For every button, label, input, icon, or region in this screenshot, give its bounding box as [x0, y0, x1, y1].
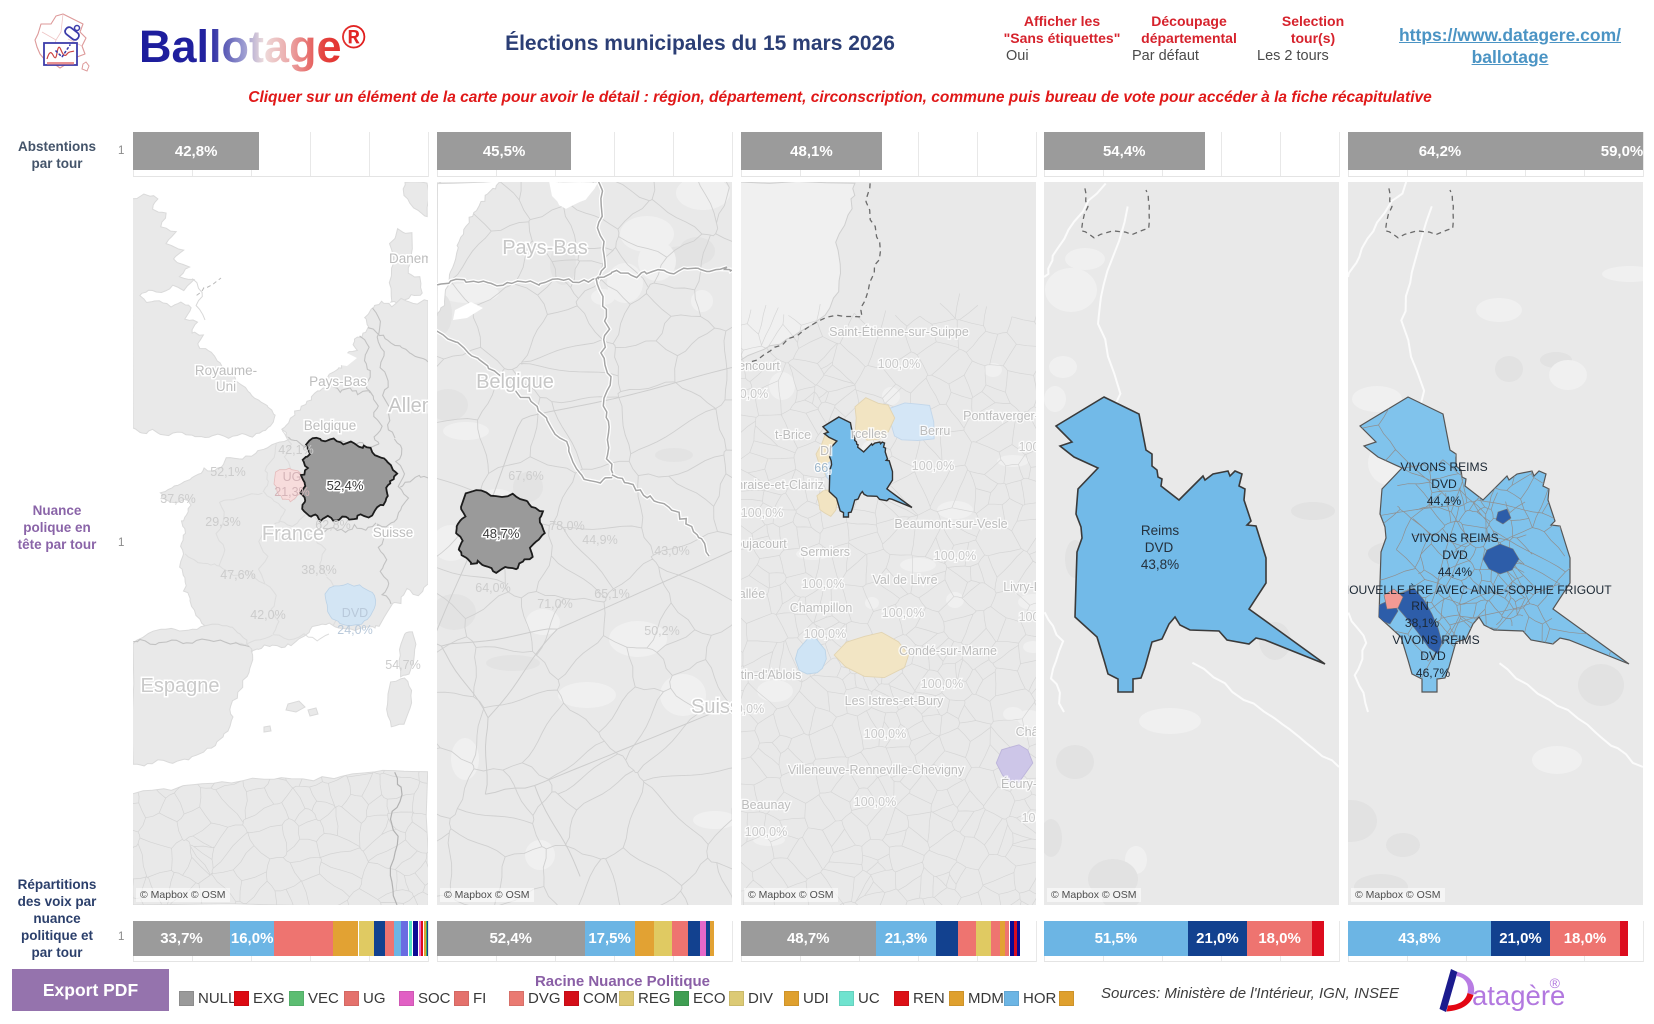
svg-text:Danemar: Danemar	[389, 251, 428, 266]
svg-text:tin-d'Ablois: tin-d'Ablois	[741, 668, 801, 682]
svg-text:DVD: DVD	[1431, 477, 1457, 491]
svg-text:48,7%: 48,7%	[483, 526, 520, 541]
svg-text:VIVONS REIMS: VIVONS REIMS	[1411, 531, 1498, 545]
svg-text:46,7%: 46,7%	[1416, 666, 1451, 680]
svg-text:37,6%: 37,6%	[160, 492, 195, 506]
svg-text:Belgique: Belgique	[304, 418, 357, 433]
svg-text:21,3%: 21,3%	[274, 485, 309, 499]
svg-text:50,2%: 50,2%	[644, 624, 679, 638]
svg-text:DVD: DVD	[1420, 649, 1446, 663]
svg-text:52,4%: 52,4%	[327, 478, 364, 493]
svg-text:43,8%: 43,8%	[1141, 557, 1179, 572]
svg-text:100,0%: 100,0%	[741, 506, 783, 520]
svg-text:Val de Livre: Val de Livre	[872, 573, 937, 587]
svg-text:100,0%: 100,0%	[803, 627, 845, 641]
svg-text:Écury-: Écury-	[1000, 776, 1035, 791]
svg-text:RN: RN	[1411, 599, 1428, 613]
svg-text:oujacourt: oujacourt	[741, 537, 787, 551]
svg-text:Pays-Bas: Pays-Bas	[502, 237, 588, 259]
svg-text:Belgique: Belgique	[476, 371, 554, 393]
svg-text:Les Istres-et-Bury: Les Istres-et-Bury	[844, 694, 943, 708]
svg-text:Villeneuve-Renneville-Chevigny: Villeneuve-Renneville-Chevigny	[787, 763, 964, 777]
svg-text:DVD: DVD	[342, 606, 368, 620]
svg-text:100: 100	[1018, 610, 1035, 624]
svg-text:100,0%: 100,0%	[877, 357, 919, 371]
svg-text:100,0%: 100,0%	[911, 459, 953, 473]
svg-text:DVD: DVD	[1145, 540, 1174, 555]
svg-text:Beaunay: Beaunay	[741, 798, 791, 812]
svg-text:Dl: Dl	[820, 444, 832, 458]
svg-text:100,0%: 100,0%	[853, 795, 895, 809]
svg-text:64,0%: 64,0%	[475, 581, 510, 595]
svg-text:100,0%: 100,0%	[863, 727, 905, 741]
svg-text:Pays-Bas: Pays-Bas	[309, 374, 367, 389]
svg-text:100,0%: 100,0%	[933, 549, 975, 563]
svg-text:Suisse: Suisse	[373, 525, 414, 540]
svg-text:hraise-et-Clairiz: hraise-et-Clairiz	[741, 478, 824, 492]
svg-text:71,0%: 71,0%	[537, 597, 572, 611]
svg-text:Reims: Reims	[1141, 523, 1180, 538]
svg-text:44,4%: 44,4%	[1427, 494, 1462, 508]
svg-text:Beaumont-sur-Vesle: Beaumont-sur-Vesle	[894, 517, 1007, 531]
svg-text:Suisse: Suisse	[691, 696, 732, 718]
svg-text:100,0%: 100,0%	[801, 577, 843, 591]
svg-text:0,0%: 0,0%	[741, 702, 764, 716]
svg-text:38,1%: 38,1%	[1405, 616, 1440, 630]
svg-text:Berru: Berru	[919, 424, 950, 438]
svg-text:rcelles: rcelles	[850, 427, 886, 441]
svg-text:allée: allée	[741, 587, 765, 601]
svg-text:Livry-L: Livry-L	[1003, 580, 1036, 594]
svg-text:52,1%: 52,1%	[210, 465, 245, 479]
svg-text:100,0%: 100,0%	[744, 825, 786, 839]
svg-text:24,0%: 24,0%	[337, 623, 372, 637]
svg-text:VIVONS REIMS: VIVONS REIMS	[1392, 633, 1479, 647]
svg-text:38,8%: 38,8%	[301, 563, 336, 577]
svg-text:Sermiers: Sermiers	[799, 545, 849, 559]
svg-text:42,0%: 42,0%	[250, 608, 285, 622]
svg-text:Uni: Uni	[216, 379, 236, 394]
svg-text:42,1%: 42,1%	[278, 443, 313, 457]
svg-text:Allema: Allema	[388, 395, 428, 417]
svg-text:NOUVELLE ÈRE AVEC ANNE-SOPHIE: NOUVELLE ÈRE AVEC ANNE-SOPHIE FRIGOUT	[1348, 582, 1612, 597]
svg-text:44,9%: 44,9%	[582, 533, 617, 547]
svg-text:54,7%: 54,7%	[385, 658, 420, 672]
svg-text:UG: UG	[283, 470, 302, 484]
svg-text:44,4%: 44,4%	[1438, 565, 1473, 579]
svg-text:100: 100	[1018, 440, 1035, 454]
svg-text:66,: 66,	[814, 461, 831, 475]
svg-text:Espagne: Espagne	[141, 675, 220, 697]
svg-text:®: ®	[1550, 975, 1561, 991]
svg-text:0,0%: 0,0%	[741, 387, 768, 401]
svg-text:Saint-Étienne-sur-Suippe: Saint-Étienne-sur-Suippe	[829, 324, 969, 339]
svg-text:78,0%: 78,0%	[549, 519, 584, 533]
svg-text:Châlo: Châlo	[1015, 725, 1035, 739]
svg-text:47,6%: 47,6%	[220, 568, 255, 582]
svg-text:100: 100	[1021, 811, 1035, 825]
svg-text:VIVONS REIMS: VIVONS REIMS	[1400, 460, 1487, 474]
svg-text:Condé-sur-Marne: Condé-sur-Marne	[899, 644, 997, 658]
svg-text:43,0%: 43,0%	[654, 544, 689, 558]
svg-text:atagère: atagère	[1472, 980, 1565, 1011]
svg-text:67,6%: 67,6%	[508, 469, 543, 483]
svg-text:DVD: DVD	[1442, 548, 1468, 562]
svg-text:t-Brice: t-Brice	[774, 428, 810, 442]
svg-text:Royaume-: Royaume-	[195, 363, 257, 378]
svg-text:France: France	[262, 523, 324, 545]
svg-text:65,1%: 65,1%	[594, 587, 629, 601]
svg-text:100,0%: 100,0%	[920, 677, 962, 691]
svg-text:Pontfaverger-: Pontfaverger-	[963, 409, 1036, 423]
svg-text:encourt: encourt	[741, 359, 780, 373]
svg-text:29,3%: 29,3%	[205, 515, 240, 529]
svg-text:62,8%: 62,8%	[315, 518, 350, 532]
svg-text:100,0%: 100,0%	[881, 606, 923, 620]
svg-text:Champillon: Champillon	[789, 601, 852, 615]
